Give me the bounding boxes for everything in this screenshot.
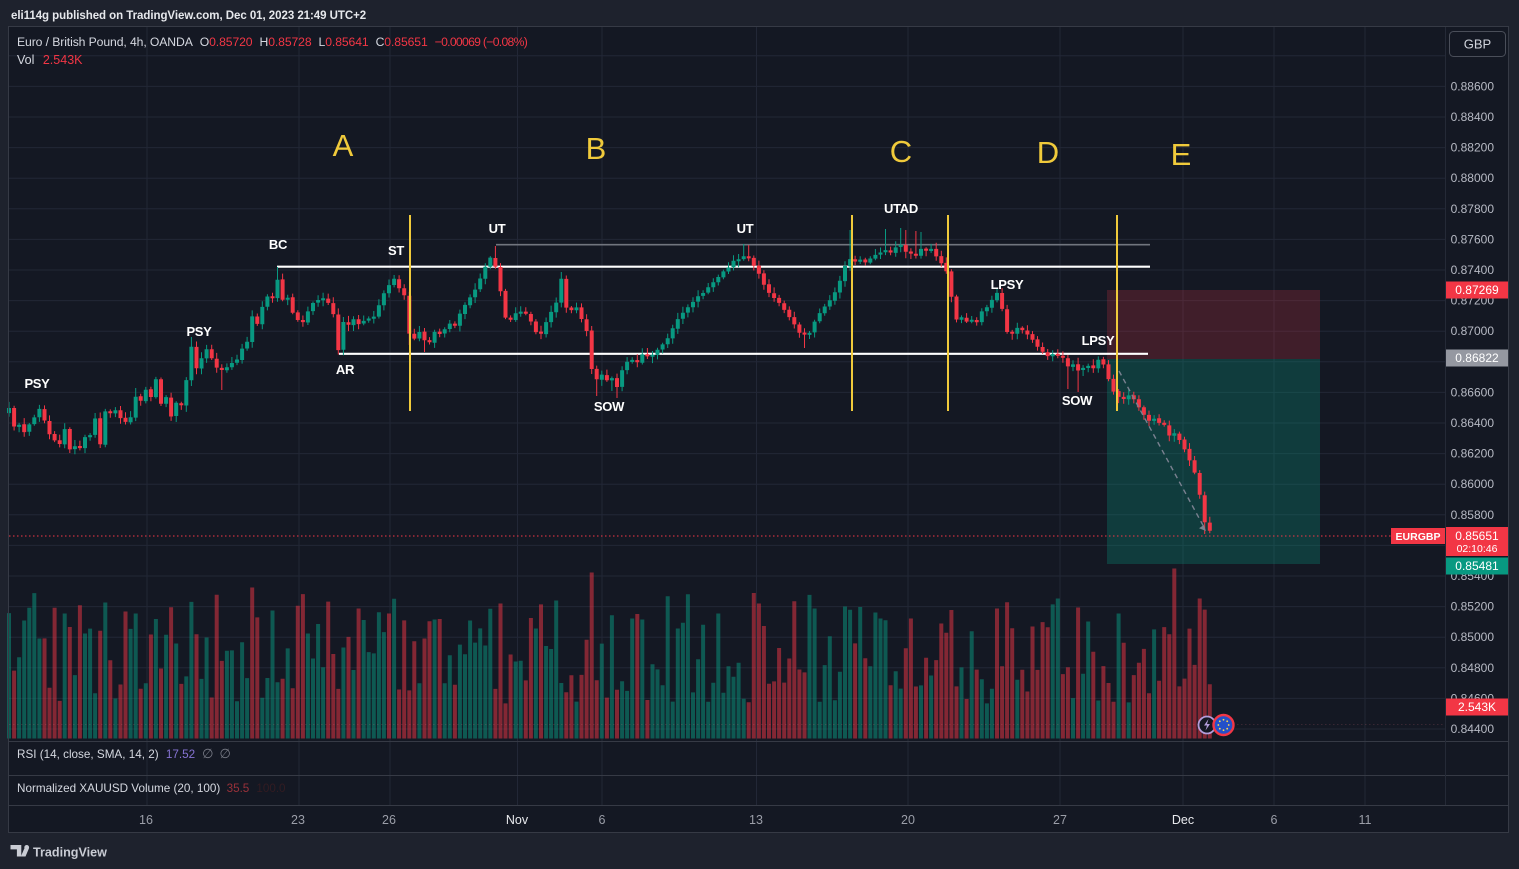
- svg-text:0.84400: 0.84400: [1451, 722, 1495, 736]
- svg-text:0.85800: 0.85800: [1451, 508, 1495, 522]
- svg-text:0.88200: 0.88200: [1451, 141, 1495, 155]
- svg-text:0.85651: 0.85651: [1455, 529, 1499, 543]
- svg-text:D: D: [1037, 135, 1059, 170]
- svg-text:SOW: SOW: [594, 399, 625, 414]
- svg-text:Vol 2.543K: Vol 2.543K: [17, 53, 83, 67]
- svg-text:LPSY: LPSY: [1082, 333, 1115, 348]
- svg-text:Nov: Nov: [506, 813, 529, 827]
- svg-text:23: 23: [291, 813, 305, 827]
- svg-text:GBP: GBP: [1464, 37, 1491, 52]
- svg-text:0.87000: 0.87000: [1451, 324, 1495, 338]
- svg-text:BC: BC: [269, 237, 288, 252]
- svg-text:A: A: [333, 128, 354, 163]
- svg-text:6: 6: [1271, 813, 1278, 827]
- svg-text:16: 16: [139, 813, 153, 827]
- svg-text:27: 27: [1053, 813, 1067, 827]
- svg-text:0.86000: 0.86000: [1451, 477, 1495, 491]
- svg-text:0.85000: 0.85000: [1451, 630, 1495, 644]
- svg-text:eli114g published on TradingVi: eli114g published on TradingView.com, De…: [11, 10, 366, 22]
- svg-text:0.87800: 0.87800: [1451, 202, 1495, 216]
- svg-text:Euro / British Pound, 4h, OAND: Euro / British Pound, 4h, OANDA O0.85720 H…: [17, 35, 528, 49]
- svg-text:PSY: PSY: [186, 324, 212, 339]
- svg-text:2.543K: 2.543K: [1458, 700, 1496, 714]
- svg-text:13: 13: [749, 813, 763, 827]
- svg-text:SOW: SOW: [1062, 393, 1093, 408]
- svg-text:Dec: Dec: [1172, 813, 1194, 827]
- svg-text:26: 26: [382, 813, 396, 827]
- svg-text:UT: UT: [489, 221, 506, 236]
- svg-text:ST: ST: [388, 243, 404, 258]
- svg-text:11: 11: [1359, 813, 1372, 827]
- svg-text:Normalized XAUUSD Volume (20,: Normalized XAUUSD Volume (20, 100) 35.5 1…: [17, 782, 286, 795]
- svg-text:0.84800: 0.84800: [1451, 661, 1495, 675]
- svg-text:0.86400: 0.86400: [1451, 416, 1495, 430]
- svg-text:20: 20: [901, 813, 915, 827]
- svg-text:02:10:46: 02:10:46: [1457, 543, 1498, 555]
- svg-text:UT: UT: [737, 221, 754, 236]
- svg-text:6: 6: [599, 813, 606, 827]
- svg-text:0.86822: 0.86822: [1455, 351, 1499, 365]
- svg-text:B: B: [586, 131, 607, 166]
- svg-text:0.85481: 0.85481: [1455, 559, 1499, 573]
- svg-text:0.87600: 0.87600: [1451, 232, 1495, 246]
- svg-text:0.88000: 0.88000: [1451, 171, 1495, 185]
- svg-text:TradingView: TradingView: [33, 846, 107, 860]
- svg-text:E: E: [1171, 137, 1192, 172]
- svg-text:RSI (14, close, SMA, 14, 2) 17: RSI (14, close, SMA, 14, 2) 17.52 ∅ ∅: [17, 746, 231, 761]
- svg-text:UTAD: UTAD: [884, 201, 918, 216]
- svg-text:0.88400: 0.88400: [1451, 110, 1495, 124]
- svg-text:0.85200: 0.85200: [1451, 600, 1495, 614]
- svg-text:EURGBP: EURGBP: [1396, 531, 1441, 543]
- svg-text:C: C: [890, 134, 912, 169]
- svg-text:0.87269: 0.87269: [1455, 283, 1499, 297]
- svg-text:0.86600: 0.86600: [1451, 385, 1495, 399]
- svg-text:AR: AR: [336, 362, 355, 377]
- svg-text:PSY: PSY: [24, 376, 50, 391]
- svg-text:LPSY: LPSY: [991, 277, 1024, 292]
- svg-text:0.86200: 0.86200: [1451, 447, 1495, 461]
- svg-text:0.87400: 0.87400: [1451, 263, 1495, 277]
- svg-text:0.88600: 0.88600: [1451, 79, 1495, 93]
